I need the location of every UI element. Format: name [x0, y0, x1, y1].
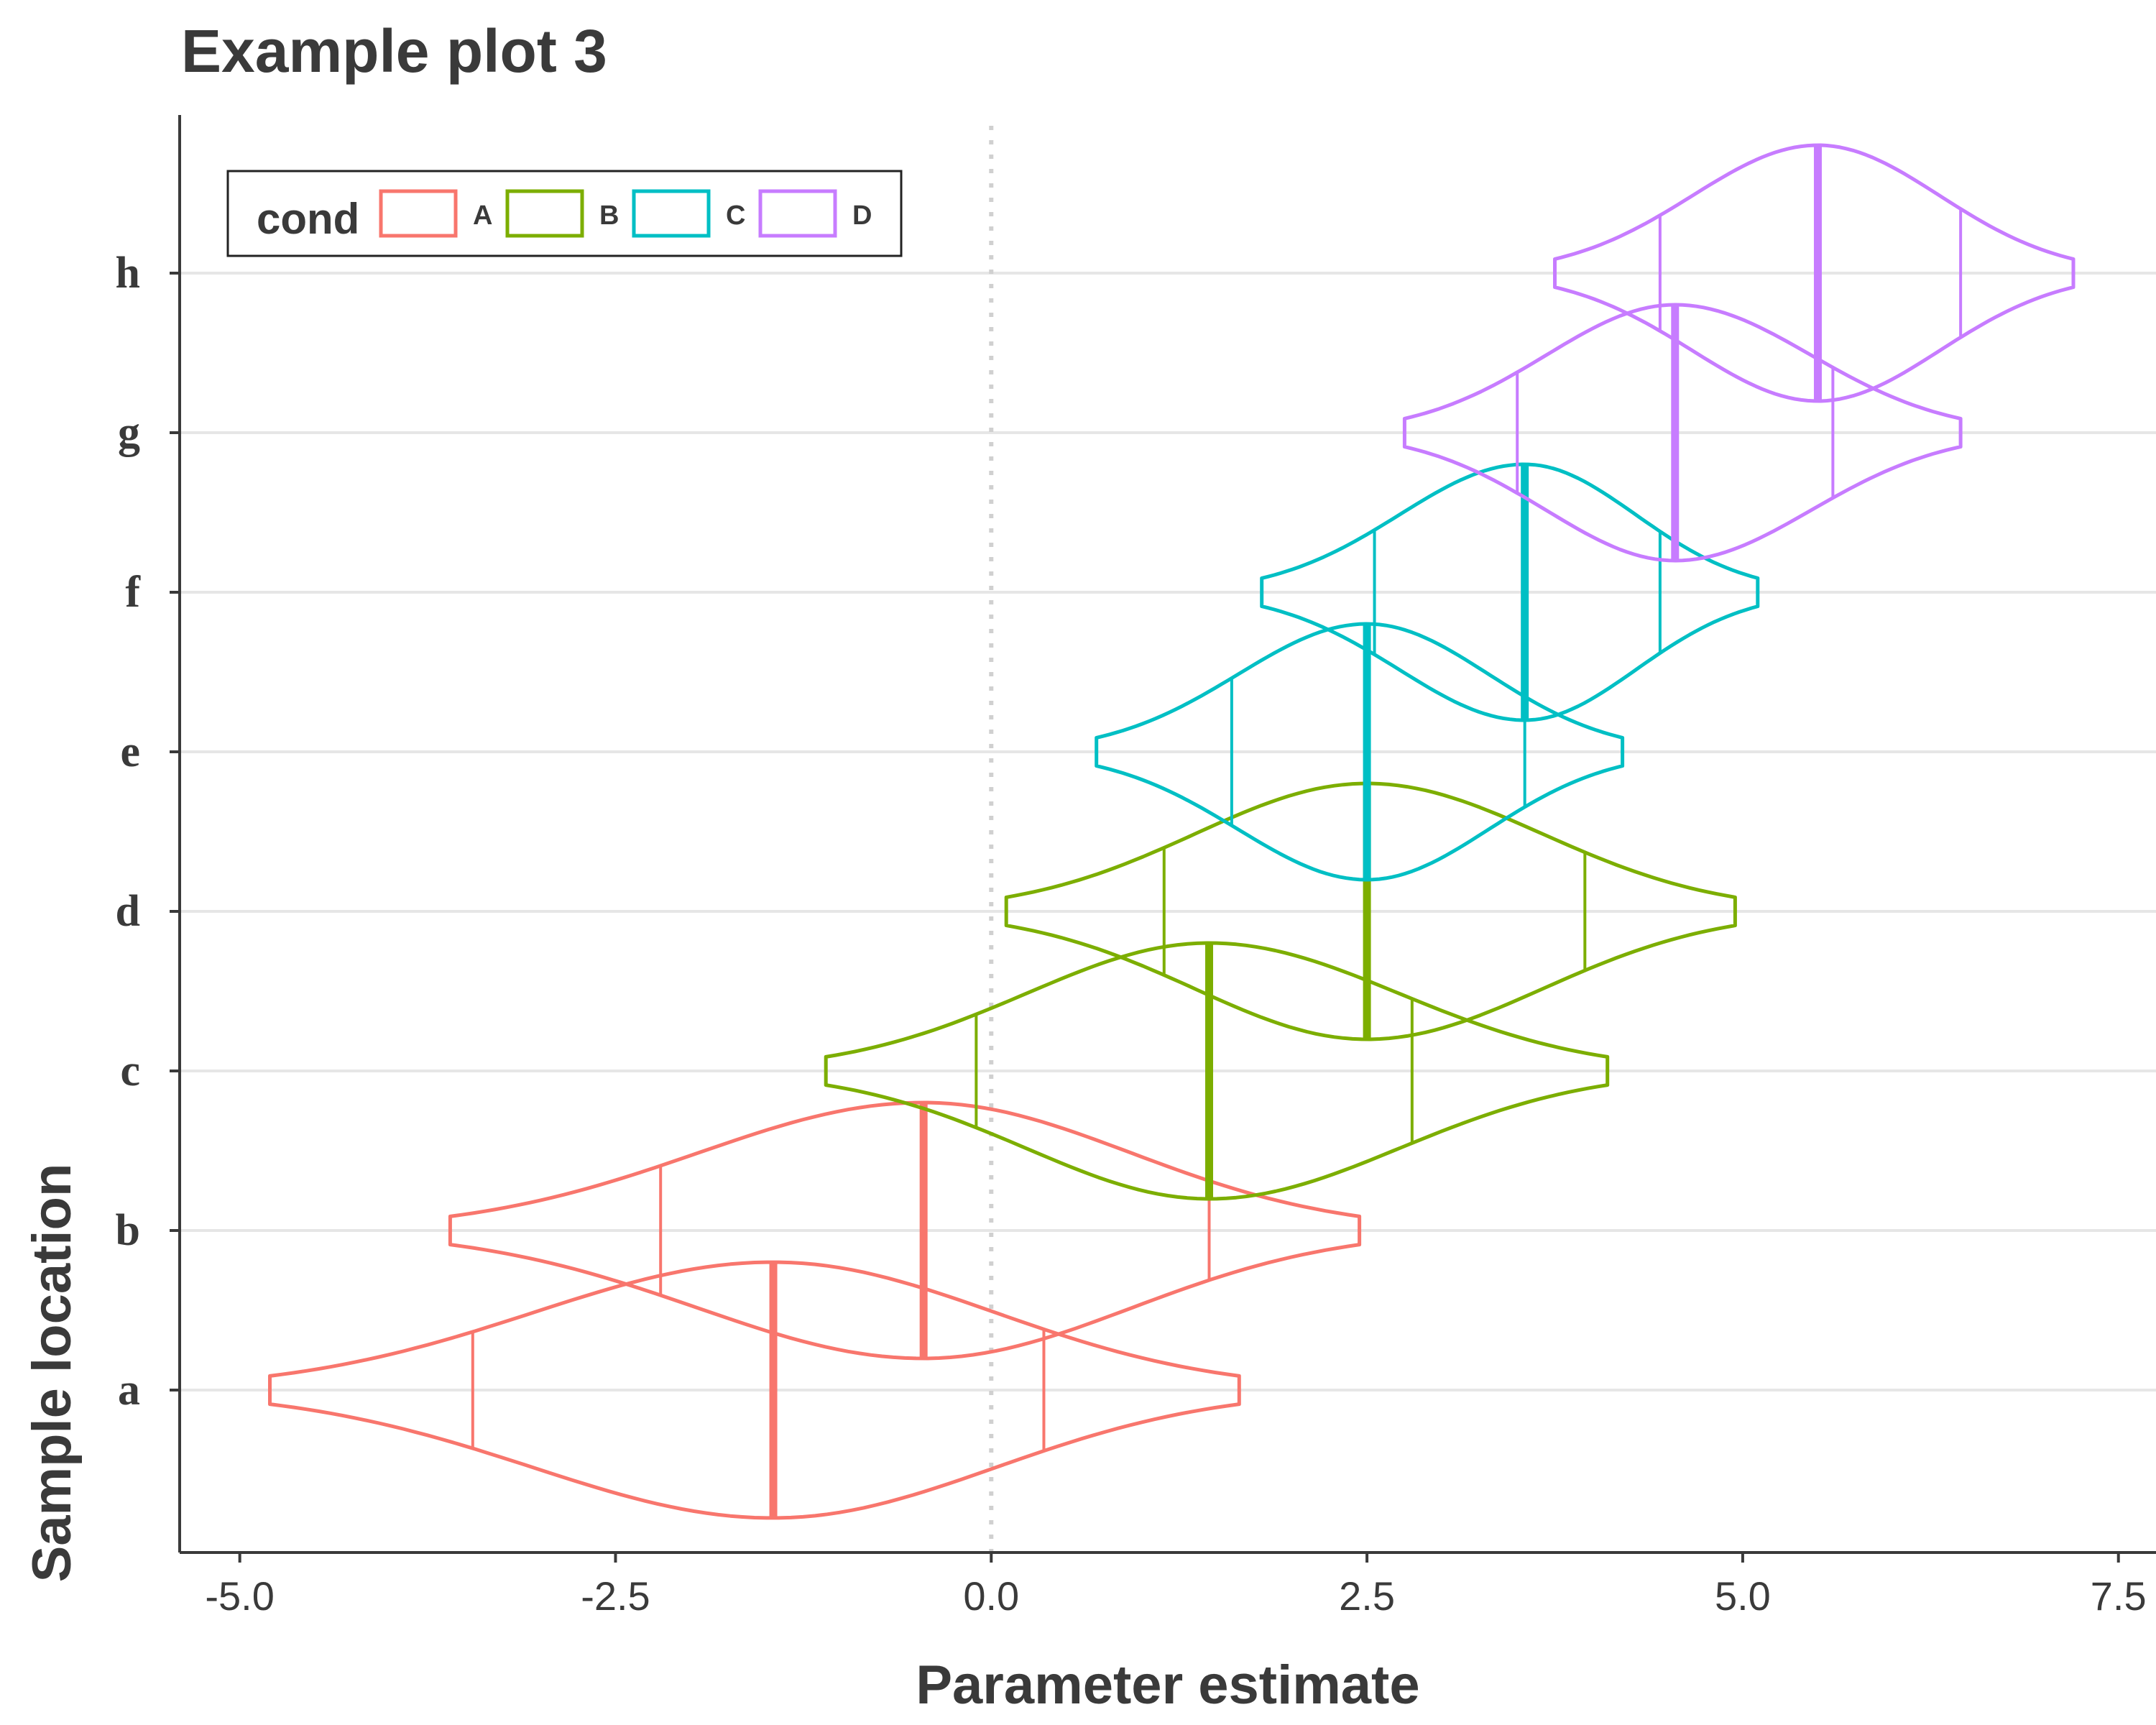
- violin-outline: [1260, 462, 1760, 722]
- legend-title: cond: [257, 195, 359, 243]
- x-tick-label: 7.5: [2091, 1573, 2147, 1619]
- legend-entry-D: D: [758, 189, 872, 238]
- x-tick-label: -5.0: [205, 1573, 275, 1619]
- legend-label: D: [852, 201, 872, 231]
- legend-entries: A B C D: [379, 189, 872, 238]
- violin-outline: [1553, 143, 2076, 403]
- y-tick-label: d: [116, 887, 140, 936]
- legend-label: A: [473, 201, 492, 231]
- legend: cond A B C D: [226, 170, 903, 257]
- violin-outline: [448, 1100, 1362, 1361]
- y-tick-label: a: [118, 1366, 140, 1414]
- legend-entry-C: C: [632, 189, 745, 238]
- violin-B-c: [824, 941, 1610, 1201]
- legend-key: [505, 189, 584, 238]
- x-axis-title: Parameter estimate: [916, 1655, 1419, 1716]
- x-tick-label: 5.0: [1715, 1573, 1771, 1619]
- y-tick-label: g: [118, 408, 140, 457]
- chart-title: Example plot 3: [181, 17, 607, 85]
- violin-D-h: [1553, 143, 2076, 403]
- axes: [178, 115, 2156, 1554]
- legend-entry-A: A: [379, 189, 492, 238]
- legend-label: C: [726, 201, 745, 231]
- violin-outline: [268, 1260, 1241, 1520]
- violin-outline: [824, 941, 1610, 1201]
- violin-A-b: [448, 1100, 1362, 1361]
- x-tick-label: -2.5: [581, 1573, 650, 1619]
- x-ticks: -5.0 -2.5 0.0 2.5 5.0 7.5: [205, 1552, 2147, 1619]
- y-tick-label: e: [120, 727, 140, 776]
- gridlines: [180, 272, 2156, 1392]
- legend-entry-B: B: [505, 189, 619, 238]
- legend-key: [379, 189, 458, 238]
- legend-key: [758, 189, 837, 238]
- legend-key: [632, 189, 711, 238]
- y-tick-label: h: [116, 249, 140, 298]
- x-tick-label: 2.5: [1339, 1573, 1395, 1619]
- violin-B-d: [1004, 781, 1737, 1041]
- y-tick-label: b: [116, 1206, 140, 1255]
- violin-D-g: [1402, 303, 1963, 563]
- y-axis-title: Sample location: [22, 1164, 83, 1583]
- violin-outline: [1402, 303, 1963, 563]
- y-tick-label: c: [120, 1046, 140, 1095]
- violin-outline: [1095, 622, 1625, 882]
- y-tick-label: f: [125, 568, 141, 617]
- y-ticks: a b c d e f g h: [116, 249, 180, 1414]
- violin-A-a: [268, 1260, 1241, 1520]
- x-tick-label: 0.0: [963, 1573, 1019, 1619]
- violins: [268, 143, 2076, 1520]
- violin-C-f: [1260, 462, 1760, 722]
- legend-label: B: [599, 201, 619, 231]
- violin-outline: [1004, 781, 1737, 1041]
